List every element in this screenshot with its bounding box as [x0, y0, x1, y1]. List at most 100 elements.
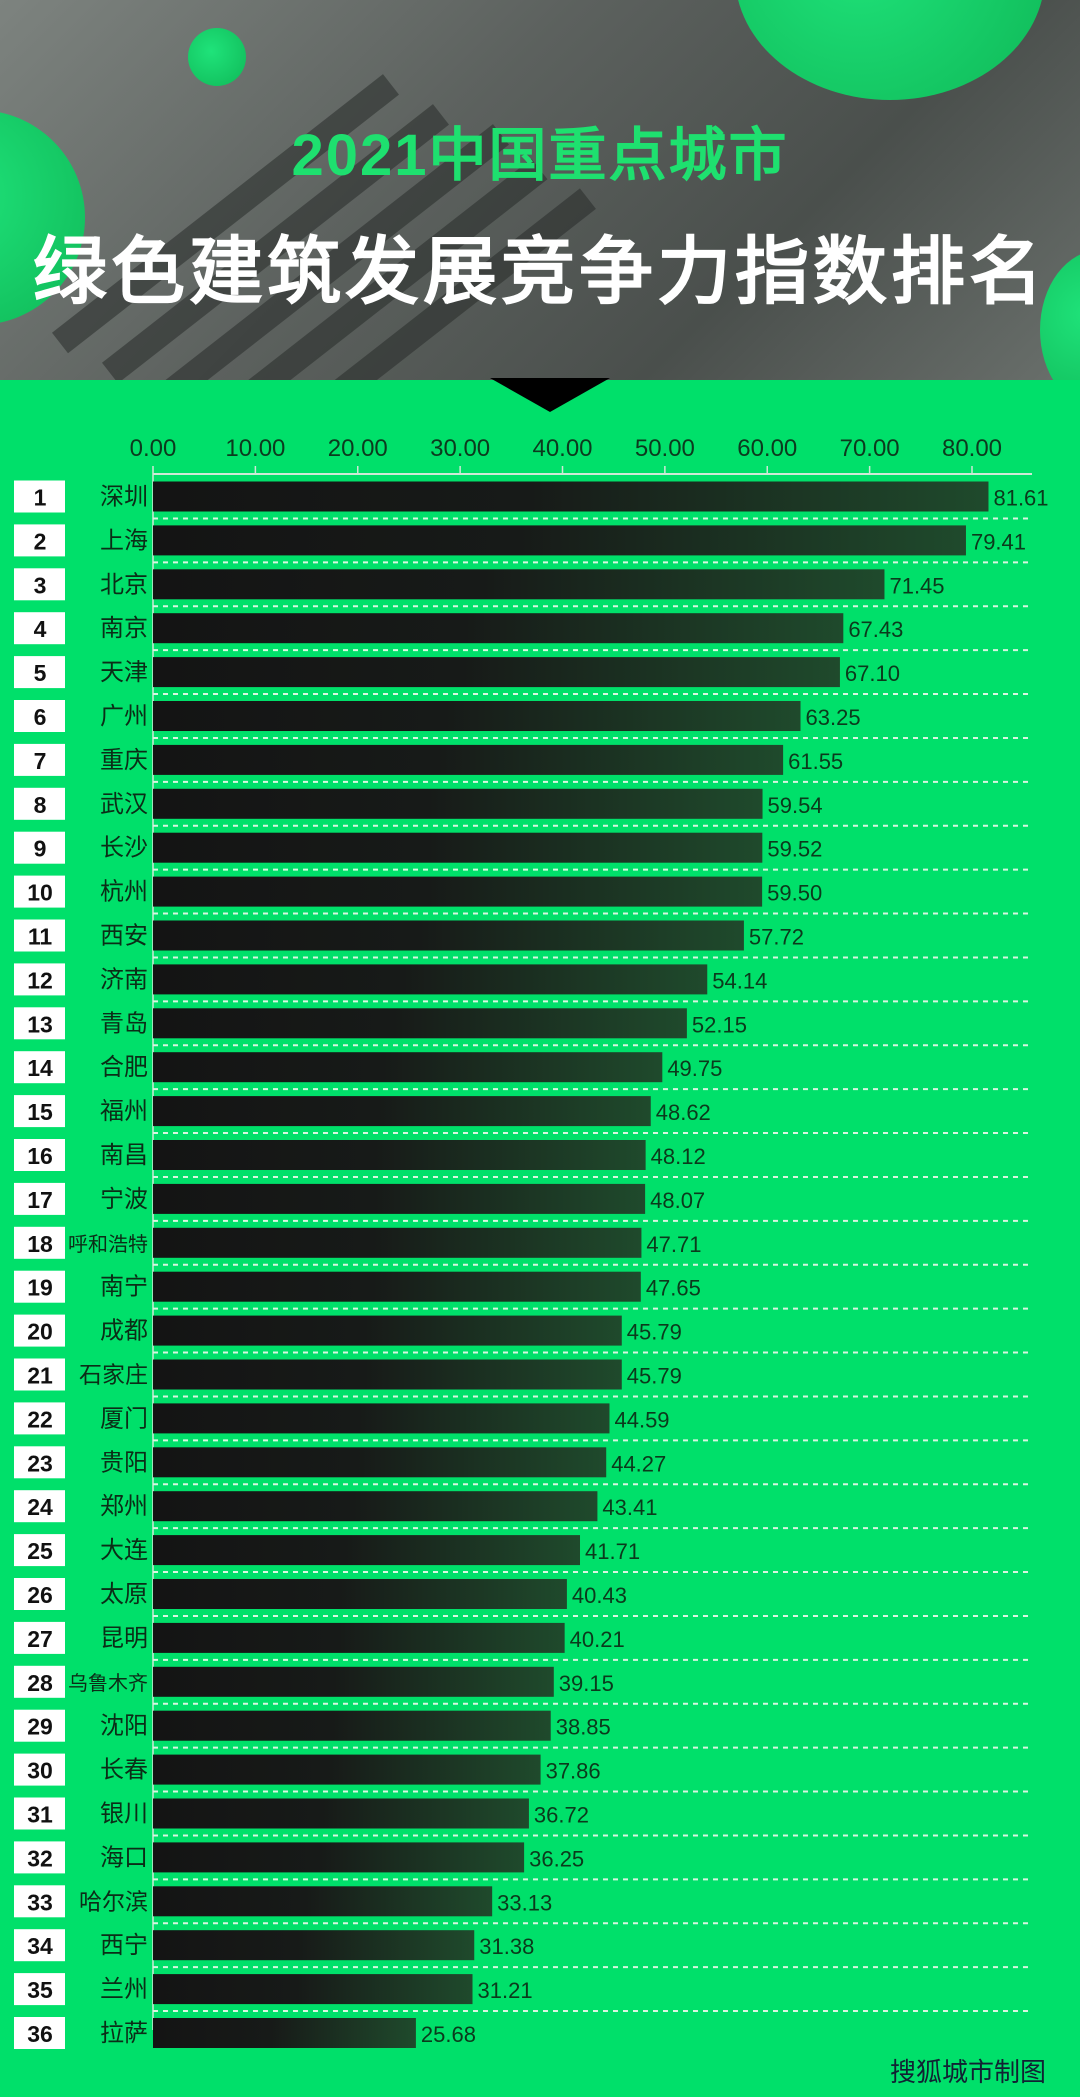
- city-label: 南京: [100, 615, 148, 642]
- bar: [153, 1842, 525, 1873]
- rank-badge: [14, 1578, 65, 1610]
- value-label: 57.72: [749, 925, 804, 950]
- value-label: 48.12: [651, 1144, 706, 1169]
- value-label: 52.15: [692, 1012, 747, 1037]
- bar: [153, 964, 708, 995]
- bar-row: 26 太原 40.43: [14, 1571, 1030, 1610]
- rank-number: 35: [27, 1977, 53, 2003]
- bar-row: 18 呼和浩特 47.71: [14, 1219, 1030, 1259]
- rank-badge: [14, 1841, 65, 1874]
- rank-number: 20: [27, 1319, 53, 1345]
- rank-number: 7: [34, 748, 47, 774]
- bar-row: 30 长春 37.86: [14, 1746, 1030, 1786]
- city-label: 杭州: [100, 879, 148, 906]
- bar-row: 13 青岛 52.15: [14, 1000, 1030, 1040]
- city-label: 青岛: [100, 1010, 148, 1037]
- rank-badge: [14, 480, 65, 513]
- value-label: 33.13: [497, 1890, 552, 1915]
- city-label: 长春: [100, 1757, 148, 1784]
- value-label: 59.52: [767, 837, 822, 862]
- value-label: 38.85: [556, 1715, 611, 1740]
- x-tick-label: 20.00: [328, 435, 388, 462]
- value-label: 25.68: [421, 2022, 476, 2047]
- bar-row: 22 厦门 44.59: [14, 1395, 1030, 1435]
- rank-number: 25: [27, 1538, 53, 1564]
- rank-badge: [14, 1446, 65, 1479]
- city-label: 乌鲁木齐: [68, 1672, 148, 1695]
- city-label: 拉萨: [100, 2020, 148, 2047]
- bar-row: 6 广州 63.25: [14, 693, 1030, 732]
- rank-badge: [14, 1182, 65, 1215]
- rank-badge: [14, 1490, 65, 1523]
- bar-row: 2 上海 79.41: [14, 517, 1030, 557]
- city-label: 济南: [100, 966, 148, 993]
- rank-number: 19: [27, 1275, 53, 1301]
- rank-number: 12: [27, 967, 53, 993]
- bar-row: 35 兰州 31.21: [14, 1966, 1030, 2006]
- city-label: 长沙: [100, 835, 148, 862]
- city-label: 宁波: [100, 1186, 148, 1213]
- value-label: 71.45: [889, 573, 944, 598]
- rank-number: 2: [34, 528, 47, 554]
- value-label: 81.61: [993, 486, 1048, 511]
- rank-number: 23: [27, 1450, 53, 1476]
- rank-number: 24: [27, 1494, 53, 1520]
- x-tick-label: 80.00: [942, 435, 1002, 462]
- rank-number: 17: [27, 1187, 53, 1213]
- value-label: 36.72: [534, 1803, 589, 1828]
- value-label: 37.86: [546, 1759, 601, 1784]
- rank-number: 1: [34, 485, 47, 511]
- value-label: 31.21: [478, 1978, 533, 2003]
- bar-row: 1 深圳 81.61: [14, 480, 1049, 513]
- city-label: 西安: [100, 923, 148, 950]
- bar: [153, 1140, 646, 1170]
- rank-badge: [14, 1753, 65, 1786]
- rank-number: 34: [27, 1933, 53, 1959]
- bar-row: 24 郑州 43.41: [14, 1483, 1030, 1523]
- rank-badge: [14, 2017, 65, 2049]
- rank-number: 14: [27, 1055, 53, 1081]
- bar: [153, 1315, 622, 1346]
- rank-badge: [14, 1007, 65, 1040]
- rank-badge: [14, 1534, 65, 1567]
- rank-number: 15: [27, 1099, 53, 1125]
- value-label: 47.71: [646, 1232, 701, 1257]
- city-label: 太原: [100, 1581, 148, 1608]
- bar: [153, 1754, 541, 1785]
- bar: [153, 744, 784, 775]
- bar: [153, 1052, 663, 1083]
- bar: [153, 1622, 565, 1653]
- rank-number: 30: [27, 1758, 53, 1784]
- value-label: 48.07: [650, 1188, 705, 1213]
- city-label: 天津: [100, 659, 148, 686]
- rank-number: 16: [27, 1143, 53, 1169]
- bar: [153, 1974, 473, 2005]
- x-tick-label: 10.00: [225, 435, 285, 462]
- rank-badge: [14, 743, 65, 776]
- bar-row: 31 银川 36.72: [14, 1790, 1030, 1830]
- bar: [153, 1535, 581, 1566]
- bar: [153, 1491, 598, 1522]
- rank-badge: [14, 875, 65, 908]
- bar-row: 17 宁波 48.07: [14, 1175, 1030, 1215]
- bar: [153, 657, 840, 688]
- x-tick-label: 70.00: [840, 435, 900, 462]
- city-label: 重庆: [100, 747, 148, 774]
- value-label: 44.59: [614, 1407, 669, 1432]
- value-label: 49.75: [667, 1056, 722, 1081]
- bar: [153, 920, 744, 951]
- city-label: 郑州: [100, 1493, 148, 1520]
- city-label: 海口: [100, 1844, 148, 1871]
- rank-number: 22: [27, 1406, 53, 1432]
- bar: [153, 832, 763, 863]
- rank-badge: [14, 1665, 65, 1698]
- rank-number: 32: [27, 1845, 53, 1871]
- rank-number: 26: [27, 1582, 53, 1608]
- bar: [153, 613, 844, 644]
- city-label: 厦门: [100, 1405, 148, 1432]
- bar-row: 21 石家庄 45.79: [14, 1351, 1030, 1391]
- decorative-circle: [188, 28, 246, 86]
- value-label: 67.10: [845, 661, 900, 686]
- bar: [153, 569, 885, 600]
